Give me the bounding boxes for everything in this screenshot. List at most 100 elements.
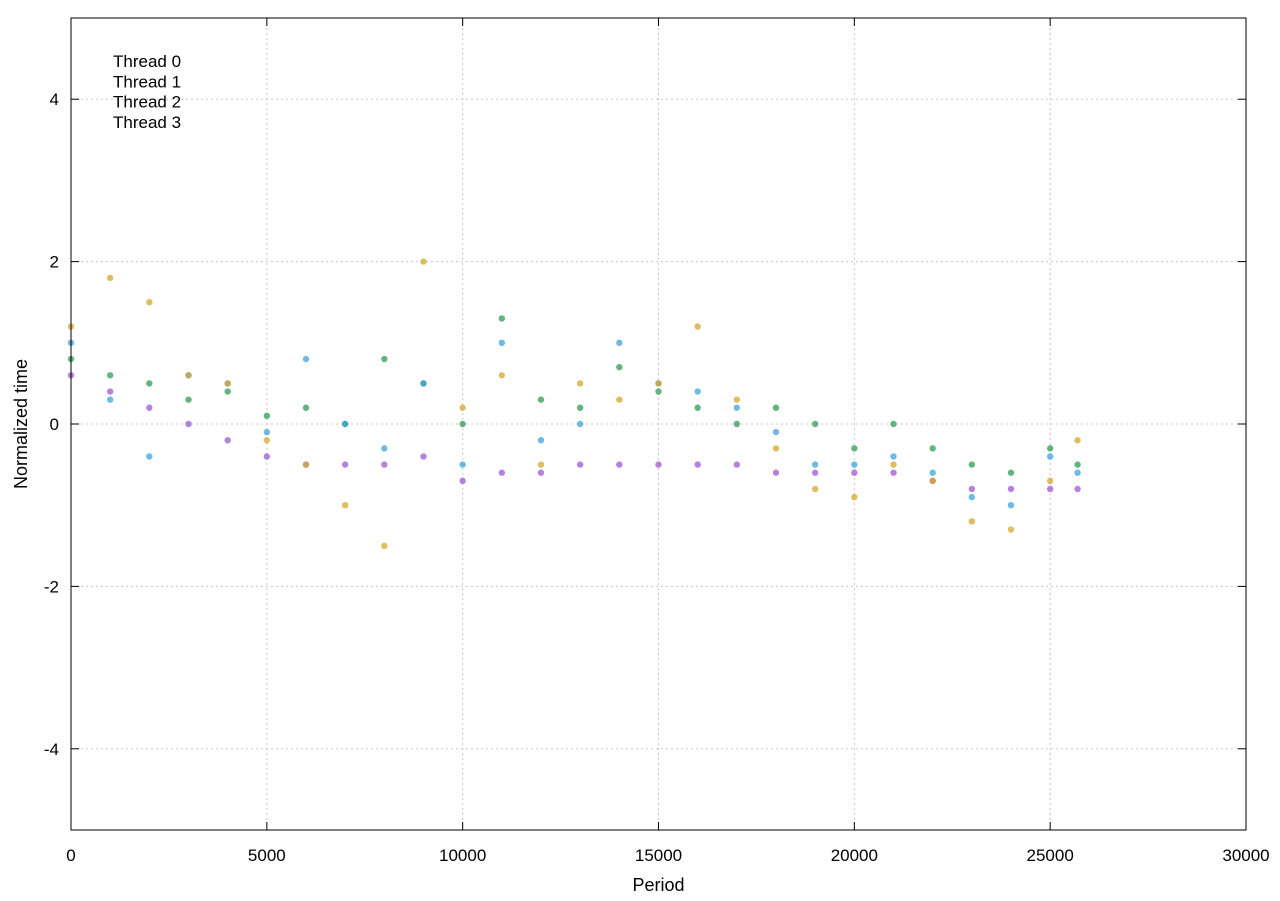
data-point-thread-0 bbox=[811, 469, 819, 476]
data-point-thread-3 bbox=[106, 274, 114, 282]
data-point-thread-2 bbox=[694, 388, 701, 395]
data-point-thread-2 bbox=[733, 404, 741, 411]
data-point-thread-2 bbox=[1074, 469, 1081, 476]
data-point-thread-2 bbox=[968, 493, 976, 501]
data-point-thread-1 bbox=[929, 445, 936, 452]
data-point-thread-3 bbox=[146, 299, 153, 306]
data-point-thread-2 bbox=[498, 339, 506, 346]
data-point-thread-0 bbox=[1074, 485, 1081, 493]
data-points bbox=[67, 258, 1081, 549]
legend-label-thread-0: Thread 0 bbox=[113, 52, 181, 71]
data-point-thread-0 bbox=[655, 461, 662, 468]
data-point-thread-1 bbox=[655, 388, 662, 395]
data-point-thread-0 bbox=[341, 461, 349, 468]
grid-lines bbox=[71, 18, 1246, 830]
data-point-thread-1 bbox=[616, 363, 623, 371]
data-point-thread-1 bbox=[576, 404, 584, 411]
data-point-thread-0 bbox=[263, 453, 271, 460]
data-point-thread-0 bbox=[420, 453, 427, 460]
data-point-thread-2 bbox=[106, 396, 114, 403]
data-point-thread-3 bbox=[890, 461, 897, 468]
data-point-thread-3 bbox=[185, 372, 192, 379]
data-point-thread-3 bbox=[772, 445, 780, 452]
data-point-thread-1 bbox=[224, 388, 231, 395]
data-point-thread-2 bbox=[302, 355, 310, 363]
x-tick-label: 5000 bbox=[248, 846, 286, 865]
data-point-thread-1 bbox=[185, 396, 192, 403]
data-point-thread-2 bbox=[772, 428, 780, 436]
data-point-thread-2 bbox=[616, 339, 623, 346]
data-point-thread-1 bbox=[1074, 461, 1081, 468]
data-point-thread-0 bbox=[224, 437, 231, 444]
y-axis-title: Normalized time bbox=[11, 359, 31, 489]
data-point-thread-3 bbox=[381, 542, 388, 549]
x-tick-label: 0 bbox=[66, 846, 75, 865]
data-point-thread-0 bbox=[1046, 485, 1054, 493]
data-point-thread-0 bbox=[890, 469, 897, 476]
data-point-thread-2 bbox=[537, 437, 545, 444]
data-point-thread-3 bbox=[498, 372, 506, 379]
data-point-thread-1 bbox=[146, 380, 153, 387]
data-point-thread-0 bbox=[576, 461, 584, 468]
data-point-thread-1 bbox=[381, 355, 388, 363]
data-point-thread-1 bbox=[851, 445, 858, 452]
data-point-thread-3 bbox=[616, 396, 623, 403]
data-point-thread-1 bbox=[968, 461, 976, 468]
data-point-thread-0 bbox=[185, 420, 192, 428]
data-point-thread-3 bbox=[929, 477, 936, 485]
x-tick-label: 25000 bbox=[1027, 846, 1074, 865]
data-point-thread-3 bbox=[851, 493, 858, 501]
data-point-thread-3 bbox=[224, 380, 231, 387]
data-point-thread-1 bbox=[1007, 469, 1015, 476]
legend: Thread 0 Thread 1 Thread 2 Thread 3 bbox=[113, 52, 181, 132]
data-point-thread-2 bbox=[811, 461, 819, 468]
data-point-thread-2 bbox=[929, 469, 936, 476]
data-point-thread-2 bbox=[1046, 453, 1054, 460]
data-point-thread-1 bbox=[459, 420, 466, 428]
data-point-thread-3 bbox=[655, 380, 662, 387]
data-point-thread-3 bbox=[733, 396, 741, 403]
data-point-thread-3 bbox=[694, 323, 701, 330]
data-point-thread-1 bbox=[772, 404, 780, 411]
data-point-thread-2 bbox=[890, 453, 897, 460]
data-point-thread-3 bbox=[537, 461, 545, 468]
legend-label-thread-3: Thread 3 bbox=[113, 113, 181, 132]
data-point-thread-2 bbox=[420, 380, 427, 387]
x-tick-label: 10000 bbox=[439, 846, 486, 865]
data-point-thread-1 bbox=[106, 372, 114, 379]
data-point-thread-1 bbox=[733, 420, 741, 428]
data-point-thread-0 bbox=[616, 461, 623, 468]
x-tick-label: 20000 bbox=[831, 846, 878, 865]
data-point-thread-3 bbox=[968, 518, 976, 525]
data-point-thread-0 bbox=[106, 388, 114, 395]
data-point-thread-0 bbox=[498, 469, 506, 476]
y-tick-label: -4 bbox=[44, 740, 59, 759]
data-point-thread-1 bbox=[302, 404, 310, 411]
x-axis-title: Period bbox=[632, 875, 684, 895]
data-point-thread-2 bbox=[576, 420, 584, 428]
legend-label-thread-1: Thread 1 bbox=[113, 72, 181, 91]
data-point-thread-0 bbox=[968, 485, 976, 493]
data-point-thread-2 bbox=[341, 420, 349, 428]
data-point-thread-2 bbox=[459, 461, 466, 468]
data-point-thread-3 bbox=[302, 461, 310, 468]
data-point-thread-2 bbox=[146, 453, 153, 460]
data-point-thread-1 bbox=[1046, 445, 1054, 452]
data-point-thread-2 bbox=[851, 461, 858, 468]
data-point-thread-1 bbox=[263, 412, 271, 420]
data-point-thread-1 bbox=[694, 404, 701, 411]
legend-label-thread-2: Thread 2 bbox=[113, 93, 181, 112]
data-point-thread-3 bbox=[1074, 437, 1081, 444]
data-point-thread-2 bbox=[381, 445, 388, 452]
y-tick-label: -2 bbox=[44, 577, 59, 596]
data-point-thread-1 bbox=[498, 315, 506, 322]
data-point-thread-2 bbox=[1007, 502, 1015, 509]
data-point-thread-3 bbox=[576, 380, 584, 387]
data-point-thread-3 bbox=[341, 502, 349, 509]
data-point-thread-0 bbox=[772, 469, 780, 476]
x-tick-label: 30000 bbox=[1222, 846, 1269, 865]
data-point-thread-3 bbox=[811, 485, 819, 493]
data-point-thread-3 bbox=[420, 258, 427, 265]
